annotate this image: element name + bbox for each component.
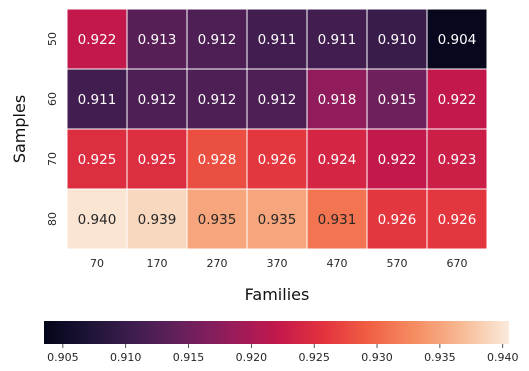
- x-tick-label: 570: [387, 257, 408, 270]
- cell-value-label: 0.922: [78, 32, 117, 48]
- cell-value-label: 0.940: [78, 212, 117, 228]
- heatmap-cell: [306, 68, 368, 130]
- heatmap-cell: [186, 68, 248, 130]
- colorbar-tick-label: 0.925: [298, 351, 330, 364]
- heatmap-cell: [126, 8, 188, 70]
- cell-value-label: 0.925: [138, 152, 177, 168]
- cell-value-label: 0.912: [198, 92, 237, 108]
- heatmap-cell: [246, 128, 308, 190]
- cell-value-label: 0.931: [318, 212, 357, 228]
- cell-value-label: 0.926: [258, 152, 297, 168]
- heatmap-cell: [186, 8, 248, 70]
- x-tick-label: 370: [267, 257, 288, 270]
- y-tick-labels: 50 60 70 80: [46, 32, 59, 226]
- cell-value-label: 0.915: [378, 92, 417, 108]
- x-tick-label: 70: [90, 257, 104, 270]
- heatmap-cell: [126, 188, 188, 250]
- y-tick-label: 80: [46, 212, 59, 226]
- heatmap-cells: 0.922 0.913 0.912 0.911 0.911 0.910 0.904 0.911…: [66, 8, 488, 250]
- cell-value-label: 0.926: [378, 212, 417, 228]
- colorbar-tick-label: 0.910: [110, 351, 142, 364]
- cell-value-label: 0.910: [378, 32, 417, 48]
- cell-value-label: 0.911: [258, 32, 297, 48]
- colorbar: [44, 321, 509, 344]
- cell-value-label: 0.912: [138, 92, 177, 108]
- heatmap-cell: [246, 188, 308, 250]
- heatmap-cell: [66, 8, 128, 70]
- y-tick-label: 50: [46, 32, 59, 46]
- x-tick-label: 170: [147, 257, 168, 270]
- cell-value-label: 0.928: [198, 152, 237, 168]
- heatmap-cell: [366, 188, 428, 250]
- cell-value-label: 0.911: [78, 92, 117, 108]
- heatmap-cell: [66, 188, 128, 250]
- colorbar-tick-label: 0.905: [47, 351, 79, 364]
- y-tick-label: 60: [46, 92, 59, 106]
- heatmap-cell: [366, 8, 428, 70]
- colorbar-tick-label: 0.935: [424, 351, 456, 364]
- heatmap-cell: [306, 128, 368, 190]
- heatmap-cell: [366, 128, 428, 190]
- heatmap-cell: [426, 68, 488, 130]
- cell-value-label: 0.911: [318, 32, 357, 48]
- colorbar-tick-label: 0.920: [236, 351, 268, 364]
- cell-value-label: 0.904: [438, 32, 477, 48]
- cell-value-label: 0.923: [438, 152, 477, 168]
- x-tick-labels: 70 170 270 370 470 570 670: [90, 257, 468, 270]
- heatmap-cell: [186, 128, 248, 190]
- x-axis-label: Families: [245, 285, 310, 304]
- cell-value-label: 0.912: [198, 32, 237, 48]
- heatmap-cell: [126, 128, 188, 190]
- heatmap-cell: [426, 128, 488, 190]
- cell-value-label: 0.922: [378, 152, 417, 168]
- cell-value-label: 0.935: [198, 212, 237, 228]
- cell-value-label: 0.913: [138, 32, 177, 48]
- cell-value-label: 0.926: [438, 212, 477, 228]
- colorbar-ticks: 0.905 0.910 0.915 0.920 0.925 0.930 0.935 0.940: [47, 344, 518, 364]
- heatmap-cell: [426, 188, 488, 250]
- cell-value-label: 0.922: [438, 92, 477, 108]
- cell-value-label: 0.925: [78, 152, 117, 168]
- cell-value-label: 0.918: [318, 92, 357, 108]
- y-tick-label: 70: [46, 152, 59, 166]
- colorbar-tick-label: 0.930: [361, 351, 393, 364]
- x-tick-label: 270: [207, 257, 228, 270]
- colorbar-tick-label: 0.915: [173, 351, 205, 364]
- cell-value-label: 0.912: [258, 92, 297, 108]
- x-tick-label: 470: [327, 257, 348, 270]
- y-axis-label: Samples: [10, 95, 29, 163]
- cell-value-label: 0.935: [258, 212, 297, 228]
- heatmap-cell: [66, 68, 128, 130]
- x-tick-label: 670: [447, 257, 468, 270]
- cell-value-label: 0.939: [138, 212, 177, 228]
- colorbar-tick-label: 0.940: [487, 351, 519, 364]
- cell-value-label: 0.924: [318, 152, 357, 168]
